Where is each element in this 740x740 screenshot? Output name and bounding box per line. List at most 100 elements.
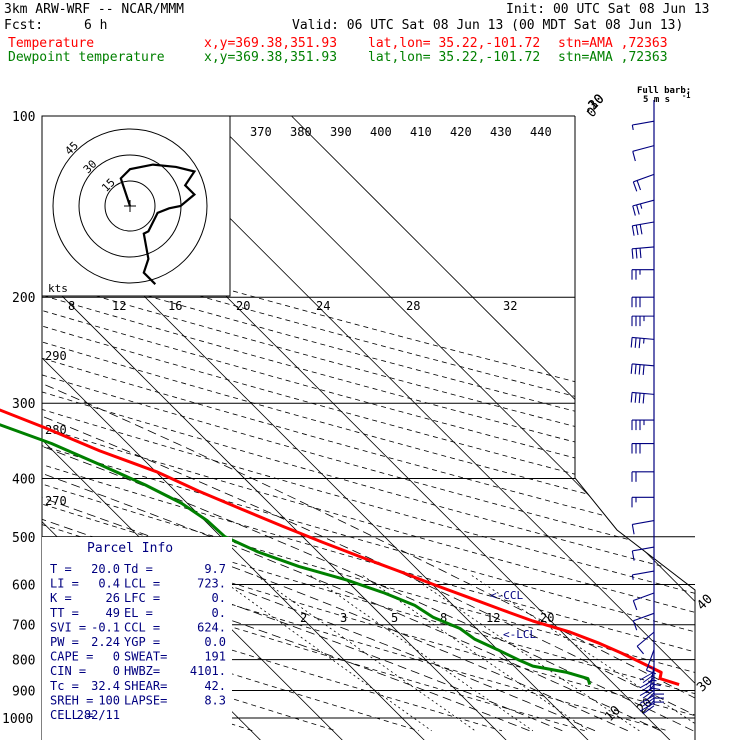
ccl-marker: <-CCL [490, 589, 523, 602]
hodograph-ring [104, 180, 156, 232]
wind-barb-flag [631, 550, 635, 561]
parcel-label: T = [50, 562, 72, 576]
wind-barb-flag [642, 393, 645, 404]
wind-barb-flag [632, 181, 638, 192]
dry-adiabat [42, 116, 695, 732]
dry-adiabat [42, 116, 586, 732]
forecast-label: Fcst: [4, 18, 44, 33]
mixing-ratio-line [409, 575, 640, 732]
parcel-label: LI = [50, 577, 79, 591]
pressure-label: 200 [12, 291, 35, 306]
mixing-ratio-line [471, 575, 695, 732]
wind-barb-cluster [639, 679, 655, 689]
parcel-label: TT = [50, 606, 79, 620]
theta-e-label: 440 [530, 125, 552, 139]
isotherm-label: 30 [694, 674, 716, 696]
parcel-value: 624. [197, 620, 226, 634]
theta-e-label: 390 [330, 125, 352, 139]
theta-e-label: 370 [250, 125, 272, 139]
dry-adiabat [42, 116, 695, 732]
theta-e-label: 430 [490, 125, 512, 139]
parcel-label: CELL = [50, 708, 93, 722]
wind-barb [632, 145, 655, 152]
dry-adiabat [42, 116, 695, 732]
parcel-info-box: Parcel Info T = 20.0 Td = 9.7 LI = 0.4 LCL = 72… [42, 537, 232, 740]
dewpoint-latlon: lat,lon= 35.22,-101.72 [368, 50, 541, 65]
wind-barb-flag [634, 337, 637, 348]
parcel-value: 20.0 [91, 562, 120, 576]
dry-adiabat [42, 116, 695, 732]
temperature-legend: Temperature [8, 36, 95, 51]
temperature-xy: x,y=369.38,351.93 [204, 36, 338, 51]
wind-barb-flag [639, 224, 643, 235]
hodo-scale-label: 28 [406, 299, 420, 313]
parcel-label: LAPSE= [124, 693, 167, 707]
parcel-info-background [42, 537, 232, 740]
theta-label: 290 [45, 349, 67, 363]
wind-barb-cluster [642, 697, 655, 707]
wind-barb-half [631, 574, 634, 580]
pressure-label: 800 [12, 654, 35, 669]
parcel-label: HWBZ= [124, 664, 160, 678]
pressure-label: 500 [12, 531, 35, 546]
wind-barb [636, 631, 655, 647]
barb-key-exponent: -1 [682, 92, 690, 100]
parcel-value: 100 [98, 693, 120, 707]
wind-barb-flag [634, 392, 637, 403]
wind-barb-flag [632, 600, 638, 611]
model-title: 3km ARW-WRF -- NCAR/MMM [4, 2, 185, 17]
wind-barb-flag [642, 364, 645, 375]
wind-barb-half [639, 203, 643, 209]
theta-e-label: 420 [450, 125, 472, 139]
mixing-ratio-line [310, 575, 534, 732]
hodograph-ring [52, 128, 208, 284]
wind-barb-flag [638, 393, 641, 404]
dry-adiabat [42, 116, 695, 732]
dry-adiabat [42, 116, 695, 732]
dewpoint-legend: Dewpoint temperature [8, 50, 165, 65]
hodo-scale-label: 12 [112, 299, 126, 313]
wind-barb [632, 221, 655, 227]
parcel-label: PW = [50, 635, 79, 649]
wind-barb [632, 546, 655, 552]
wind-barb-flag [634, 364, 637, 375]
isotherm-line [42, 116, 510, 740]
parcel-label: LFC = [124, 591, 160, 605]
mixing-ratio-line [362, 575, 590, 732]
isotherm-line [209, 116, 695, 740]
wind-barb-cluster [639, 694, 655, 704]
parcel-value: -0.1 [91, 620, 120, 634]
wind-barb-flag [635, 225, 639, 236]
parcel-value: 191 [204, 650, 226, 664]
wind-barb-flag [650, 683, 661, 687]
wind-barb-half [631, 124, 634, 131]
wind-barb [632, 520, 655, 525]
dry-adiabat [42, 116, 695, 732]
parcel-info-title: Parcel Info [87, 541, 173, 556]
pressure-label: 900 [12, 684, 35, 699]
dewpoint-station: stn=AMA ,72363 [558, 50, 668, 65]
wind-barb-flag [631, 248, 634, 259]
parcel-label: Td = [124, 562, 153, 576]
wind-barb-flag [630, 337, 633, 348]
mixing-ratio-label: 8 [440, 611, 447, 625]
wind-barb-cluster [639, 687, 655, 697]
isotherm-line [42, 116, 346, 740]
mixing-ratio-label: 2 [300, 611, 307, 625]
pressure-label: 600 [12, 578, 35, 593]
pressure-label: 400 [12, 472, 35, 487]
parcel-label: LCL = [124, 577, 160, 591]
dewpoint-xy: x,y=369.38,351.93 [204, 50, 338, 65]
wind-barb [632, 120, 655, 126]
wind-barb-half [647, 666, 653, 669]
parcel-value: 4101. [190, 664, 226, 678]
dewpoint-line [0, 423, 592, 686]
dry-adiabat [42, 116, 695, 732]
parcel-value: 0 [113, 664, 120, 678]
parcel-label: Tc = [50, 679, 79, 693]
hodograph-unit-label: kts [48, 282, 68, 295]
forecast-hour: 6 h [84, 18, 108, 33]
wind-barb-flag [636, 180, 642, 191]
isotherm-label: 40 [694, 592, 716, 614]
